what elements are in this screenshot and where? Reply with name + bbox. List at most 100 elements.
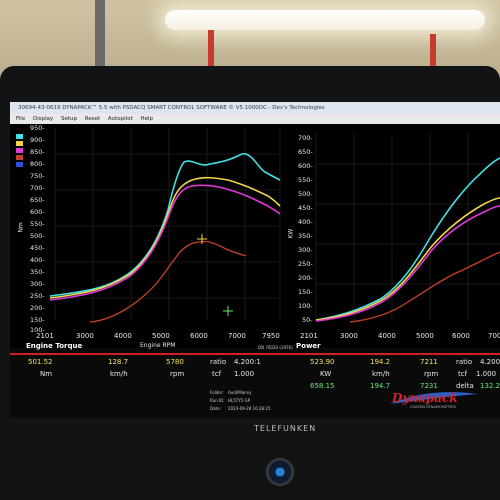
power-curve-magenta xyxy=(315,205,500,322)
torque-x-label: Engine RPM xyxy=(140,342,176,349)
torque-y-tick: 650- xyxy=(30,196,45,204)
torque-tcf-label: tcf xyxy=(212,370,222,378)
torque-curve-cyan xyxy=(49,153,281,297)
power-speed: 194.2 xyxy=(370,358,391,366)
power-button[interactable] xyxy=(266,458,294,486)
power-x-tick: 3000 xyxy=(340,332,358,340)
yellow-cursor xyxy=(197,234,207,244)
power-y-tick: 500- xyxy=(298,190,313,198)
torque-rpm-unit: rpm xyxy=(170,370,185,378)
power-y-tick: 650- xyxy=(298,148,313,156)
menu-file[interactable]: File xyxy=(16,116,26,122)
torque-grid xyxy=(54,128,281,320)
delta-rpm: 7231 xyxy=(420,382,438,390)
power-x-tick: 5000 xyxy=(416,332,434,340)
torque-x-tick: 6000 xyxy=(190,332,208,340)
power-title: Power xyxy=(296,342,321,350)
torque-x-tick: 2101 xyxy=(36,332,54,340)
steel-pipe xyxy=(95,0,105,70)
torque-y-tick: 700- xyxy=(30,184,45,192)
torque-y-tick: 800- xyxy=(30,160,45,168)
torque-x-tick: 4000 xyxy=(114,332,132,340)
torque-x-tick: 5000 xyxy=(152,332,170,340)
power-y-tick: 300- xyxy=(298,246,313,254)
date-label: Date: xyxy=(210,406,221,411)
power-tcf: 1.000 xyxy=(476,370,497,378)
torque-speed: 128.7 xyxy=(108,358,129,366)
torque-ratio-label: ratio xyxy=(210,358,227,366)
graph-footnote: DN 70020 (1976) xyxy=(258,345,293,350)
power-y-tick: 550- xyxy=(298,176,313,184)
power-y-tick: 700- xyxy=(298,134,313,142)
green-cursor xyxy=(223,306,233,316)
menu-display[interactable]: Display xyxy=(32,116,54,122)
dynapack-logo: Dynapack CHASSIS DYNAMOMETERS xyxy=(390,391,478,409)
delta-amount: 132.2 xyxy=(480,382,500,390)
torque-y-tick: 950- xyxy=(30,124,45,132)
power-curve-yellow xyxy=(315,197,500,321)
torque-tcf: 1.000 xyxy=(234,370,255,378)
dyno-graph xyxy=(10,124,500,348)
power-x-tick: 4000 xyxy=(378,332,396,340)
ceiling-light xyxy=(165,10,485,30)
power-x-tick: 6000 xyxy=(452,332,470,340)
torque-y-tick: 600- xyxy=(30,208,45,216)
power-value: 523.90 xyxy=(310,358,335,366)
power-speed-unit: km/h xyxy=(372,370,390,378)
torque-y-tick: 150- xyxy=(30,316,45,324)
folder-value: Audi/Manny xyxy=(228,390,252,395)
date-value: 2023-09-28 16:28:25 xyxy=(228,406,271,411)
delta-label: delta xyxy=(456,382,474,390)
power-y-tick: 200- xyxy=(298,274,313,282)
folder-label: Folder: xyxy=(210,390,224,395)
power-y-tick: 50- xyxy=(302,316,313,324)
legend-swatches xyxy=(16,134,23,167)
dyno-screen: 30694-43-0619 DYNAPACK™ 5.5 with PSDACQ … xyxy=(10,102,500,418)
power-rpm: 7211 xyxy=(420,358,438,366)
power-y-tick: 150- xyxy=(298,288,313,296)
power-curve-red xyxy=(349,251,500,323)
torque-y-tick: 100- xyxy=(30,326,45,334)
menu-bar: File Display Setup Reset Autopilot Help xyxy=(10,114,500,124)
torque-y-tick: 850- xyxy=(30,148,45,156)
menu-setup[interactable]: Setup xyxy=(61,116,78,122)
window-title: 30694-43-0619 DYNAPACK™ 5.5 with PSDACQ … xyxy=(10,102,500,114)
torque-curve-magenta xyxy=(49,184,281,301)
torque-y-tick: 300- xyxy=(30,280,45,288)
torque-title: Engine Torque xyxy=(26,342,83,350)
torque-x-tick: 7000 xyxy=(228,332,246,340)
torque-y-unit: Nm xyxy=(17,222,25,233)
torque-value: 501.52 xyxy=(28,358,53,366)
menu-reset[interactable]: Reset xyxy=(84,116,101,122)
power-unit: KW xyxy=(320,370,332,378)
torque-x-tick: 7950 xyxy=(262,332,280,340)
torque-curve-red xyxy=(89,240,247,323)
red-pole-right xyxy=(430,34,436,84)
torque-y-tick: 550- xyxy=(30,220,45,228)
torque-y-tick: 200- xyxy=(30,304,45,312)
power-y-tick: 100- xyxy=(298,302,313,310)
torque-y-tick: 250- xyxy=(30,292,45,300)
torque-rpm: 5780 xyxy=(166,358,184,366)
power-y-tick: 450- xyxy=(298,204,313,212)
menu-help[interactable]: Help xyxy=(140,116,154,122)
torque-x-tick: 3000 xyxy=(76,332,94,340)
monitor-brand: TELEFUNKEN xyxy=(254,424,317,433)
power-ratio: 4.200 xyxy=(480,358,500,366)
torque-curve-yellow xyxy=(49,176,281,299)
power-rpm-unit: rpm xyxy=(424,370,439,378)
power-tcf-label: tcf xyxy=(458,370,468,378)
logo-tagline: CHASSIS DYNAMOMETERS xyxy=(410,405,457,409)
power-x-tick: 2101 xyxy=(300,332,318,340)
torque-y-tick: 400- xyxy=(30,256,45,264)
power-y-unit: KW xyxy=(287,228,295,239)
power-y-tick: 400- xyxy=(298,218,313,226)
menu-autopilot[interactable]: Autopilot xyxy=(107,116,133,122)
torque-speed-unit: km/h xyxy=(110,370,128,378)
torque-y-tick: 450- xyxy=(30,244,45,252)
torque-y-tick: 750- xyxy=(30,172,45,180)
delta-speed: 194.7 xyxy=(370,382,391,390)
power-y-tick: 350- xyxy=(298,232,313,240)
torque-unit: Nm xyxy=(40,370,53,378)
